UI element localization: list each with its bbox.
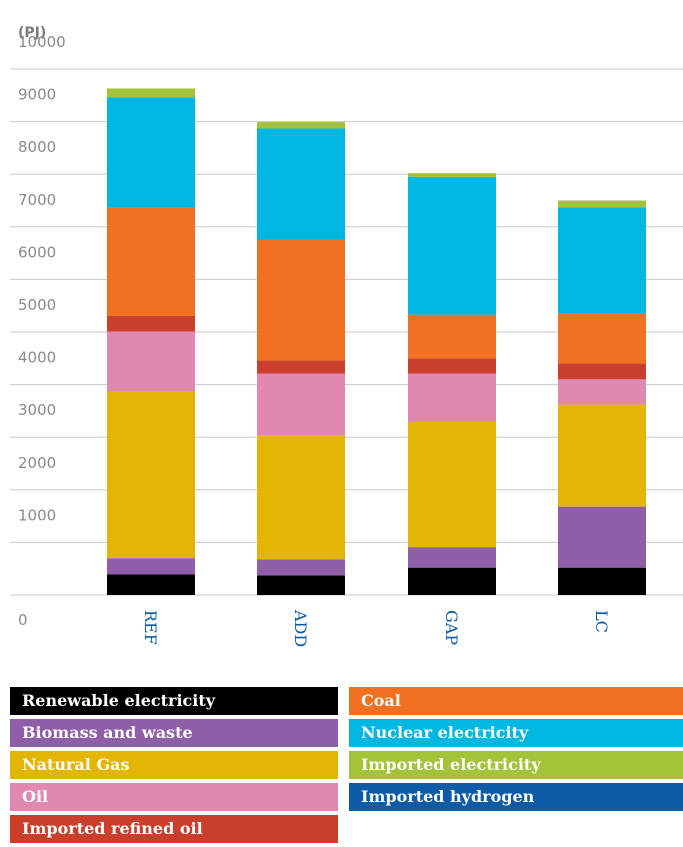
- bar-segment: [558, 200, 646, 208]
- bar-segment: [408, 173, 496, 177]
- y-tick-label: 9000: [18, 86, 56, 104]
- x-axis-ticks: REF ADD GAP LC: [141, 609, 611, 647]
- y-tick-label: 4000: [18, 349, 56, 367]
- bar-segment: [107, 331, 195, 392]
- y-unit-label: (PJ): [18, 25, 46, 41]
- bar-segment: [408, 176, 496, 315]
- legend-item: Natural Gas: [10, 751, 338, 779]
- x-tick-label: LC: [592, 610, 611, 633]
- x-tick-label: GAP: [442, 610, 461, 645]
- y-tick-label: 6000: [18, 243, 56, 261]
- bar-segment: [558, 404, 646, 507]
- bar-segment: [107, 391, 195, 559]
- legend-item: Imported hydrogen: [349, 783, 683, 811]
- bar-segment: [107, 315, 195, 332]
- legend: Renewable electricity Biomass and waste Na…: [10, 687, 683, 847]
- legend-item: Coal: [349, 687, 683, 715]
- x-tick-label: ADD: [291, 609, 310, 647]
- bar-segment: [257, 559, 345, 576]
- bar-segment: [408, 314, 496, 359]
- bar-segment: [257, 575, 345, 595]
- y-axis-ticks: 0 1000 2000 3000 4000 5000 6000 7000 8000 9000 100…: [18, 33, 66, 629]
- bar-segment: [408, 567, 496, 595]
- bar-segment: [257, 128, 345, 240]
- bar-segment: [257, 360, 345, 374]
- y-tick-label: 2000: [18, 454, 56, 472]
- y-tick-label: 5000: [18, 296, 56, 314]
- y-tick-label: 3000: [18, 401, 56, 419]
- x-tick-label: REF: [141, 610, 160, 645]
- bar-segment: [257, 239, 345, 361]
- y-tick-label: 7000: [18, 191, 56, 209]
- bar-segment: [408, 421, 496, 548]
- bar-segment: [558, 506, 646, 568]
- stacked-bar-chart: (PJ) 0 1000 2000 3000 4000 5000 6000 7000 8000 90…: [10, 25, 683, 647]
- bar-segment: [107, 558, 195, 575]
- legend-item: Imported refined oil: [10, 815, 338, 843]
- y-tick-label: 10000: [18, 33, 66, 51]
- bar-segment: [257, 122, 345, 129]
- bar-segment: [558, 207, 646, 314]
- y-tick-label: 0: [18, 611, 28, 629]
- bar-segment: [558, 379, 646, 405]
- bar-segment: [408, 373, 496, 422]
- bar-segment: [558, 363, 646, 380]
- y-tick-label: 1000: [18, 506, 56, 524]
- bar-segment: [257, 435, 345, 560]
- bar-segment: [107, 207, 195, 316]
- legend-item: Imported electricity: [349, 751, 683, 779]
- bar-segment: [107, 88, 195, 98]
- bar-segment: [107, 97, 195, 208]
- y-tick-label: 8000: [18, 138, 56, 156]
- legend-item: Oil: [10, 783, 338, 811]
- legend-item: Renewable electricity: [10, 687, 338, 715]
- bar-segment: [558, 313, 646, 364]
- bar-segment: [408, 547, 496, 568]
- bar-segment: [408, 358, 496, 374]
- bar-segment: [558, 567, 646, 595]
- bars: [107, 88, 646, 595]
- bar-segment: [257, 373, 345, 436]
- legend-item: Nuclear electricity: [349, 719, 683, 747]
- legend-item: Biomass and waste: [10, 719, 338, 747]
- bar-segment: [107, 574, 195, 595]
